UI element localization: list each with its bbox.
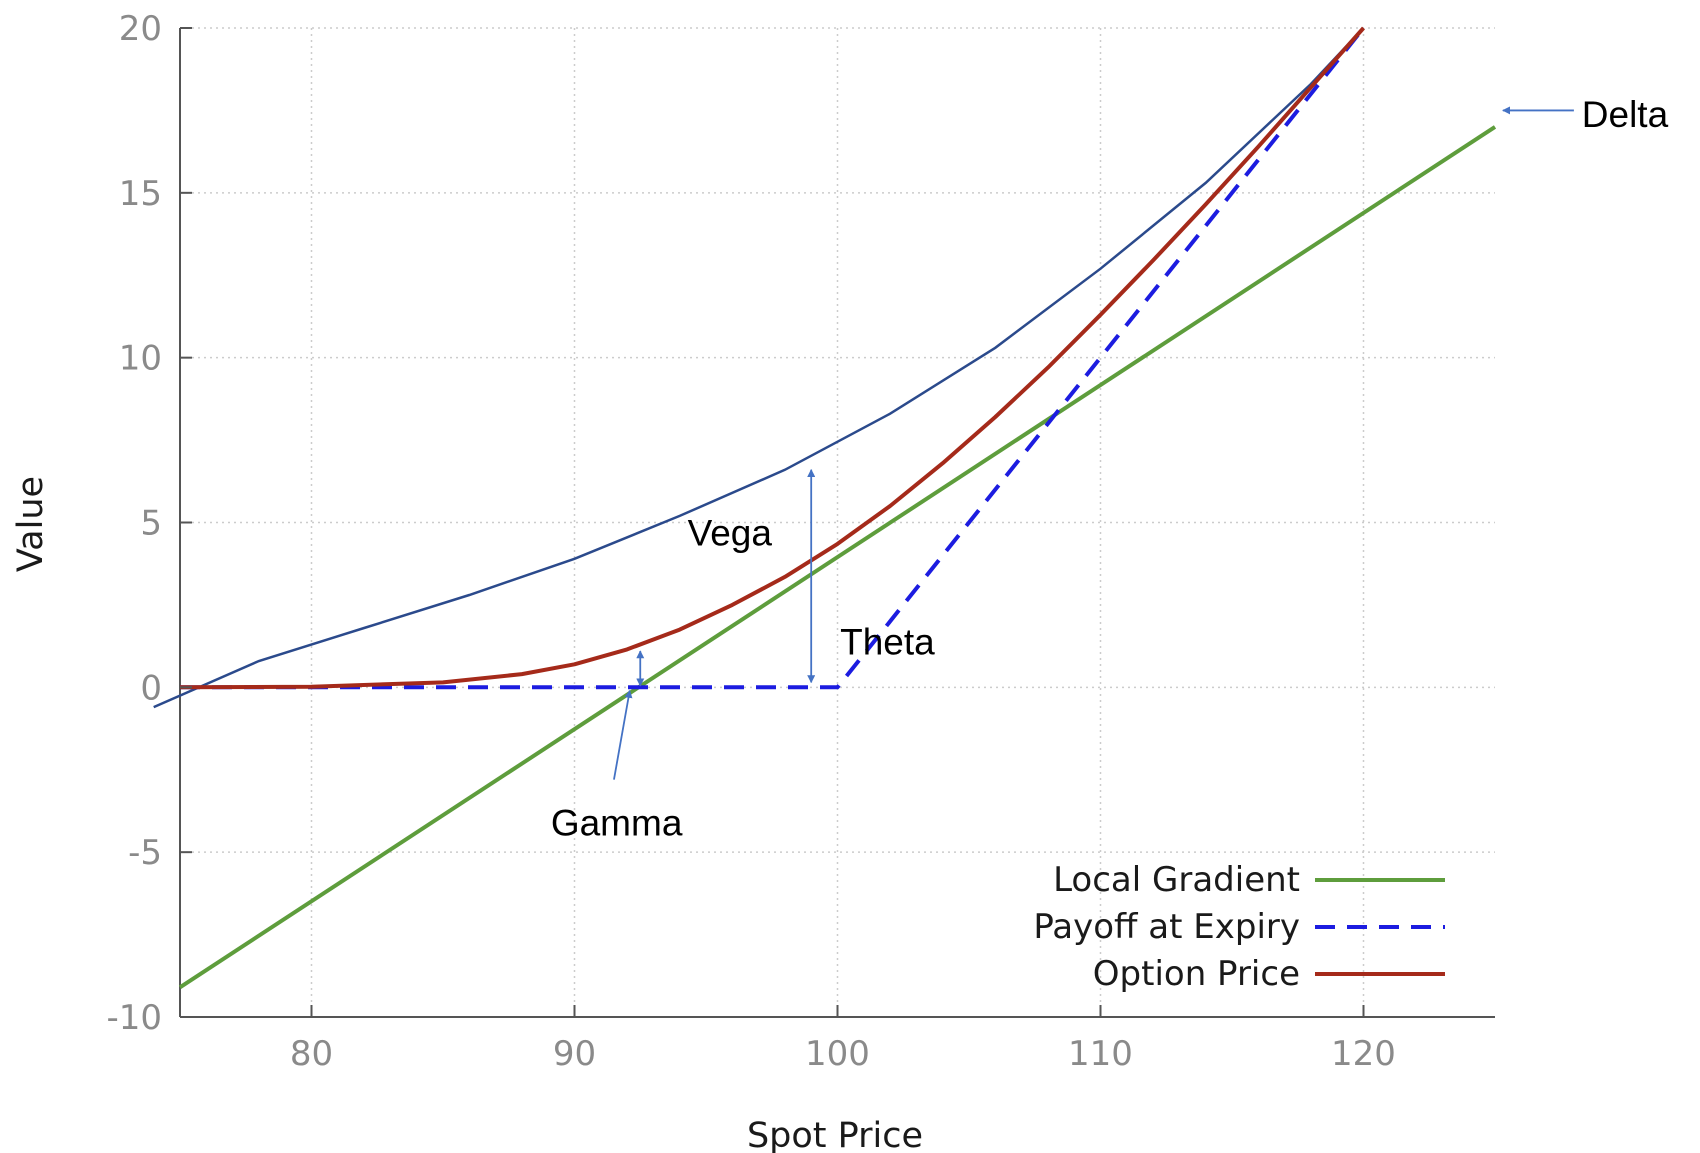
legend-label-2: Option Price — [1093, 954, 1300, 994]
series-layer — [153, 26, 1497, 989]
x-tick-label-100: 100 — [805, 1034, 870, 1074]
legend-label-1: Payoff at Expiry — [1033, 907, 1300, 947]
y-tick-label-10: 10 — [119, 339, 162, 379]
series-line-option-price — [179, 26, 1365, 690]
series-line-local-gradient — [178, 125, 1497, 989]
y-tick-label--10: -10 — [106, 998, 162, 1038]
legend: Local Gradient Payoff at Expiry Option Pri… — [1033, 860, 1445, 994]
annotation-theta: Theta — [840, 621, 935, 662]
annotation-delta: Delta — [1582, 94, 1669, 135]
y-tick-label-15: 15 — [119, 174, 162, 214]
series-line-payoff-at-expiry — [180, 26, 1366, 690]
y-tick-label-20: 20 — [119, 9, 162, 49]
annotation-vega: Vega — [688, 513, 773, 554]
y-tick-label--5: -5 — [128, 833, 162, 873]
y-axis-label: Value — [11, 476, 51, 572]
legend-label-0: Local Gradient — [1053, 860, 1300, 900]
annotation-curve — [153, 27, 1365, 709]
x-axis-label: Spot Price — [747, 1116, 923, 1153]
y-tick-label-5: 5 — [140, 504, 162, 544]
y-tick-label-0: 0 — [140, 668, 162, 708]
x-tick-label-90: 90 — [553, 1034, 596, 1074]
annotation-arrows — [613, 106, 1574, 780]
x-tick-label-110: 110 — [1068, 1034, 1133, 1074]
annotation-gamma: Gamma — [551, 803, 683, 844]
x-tick-label-80: 80 — [290, 1034, 333, 1074]
gamma-arrow-pointer — [613, 689, 633, 780]
x-tick-label-120: 120 — [1331, 1034, 1396, 1074]
annotations: Delta Vega Theta Gamma — [551, 94, 1669, 844]
tick-labels: 80 90 100 110 120 -10 -5 0 5 10 15 20 — [106, 9, 1396, 1074]
